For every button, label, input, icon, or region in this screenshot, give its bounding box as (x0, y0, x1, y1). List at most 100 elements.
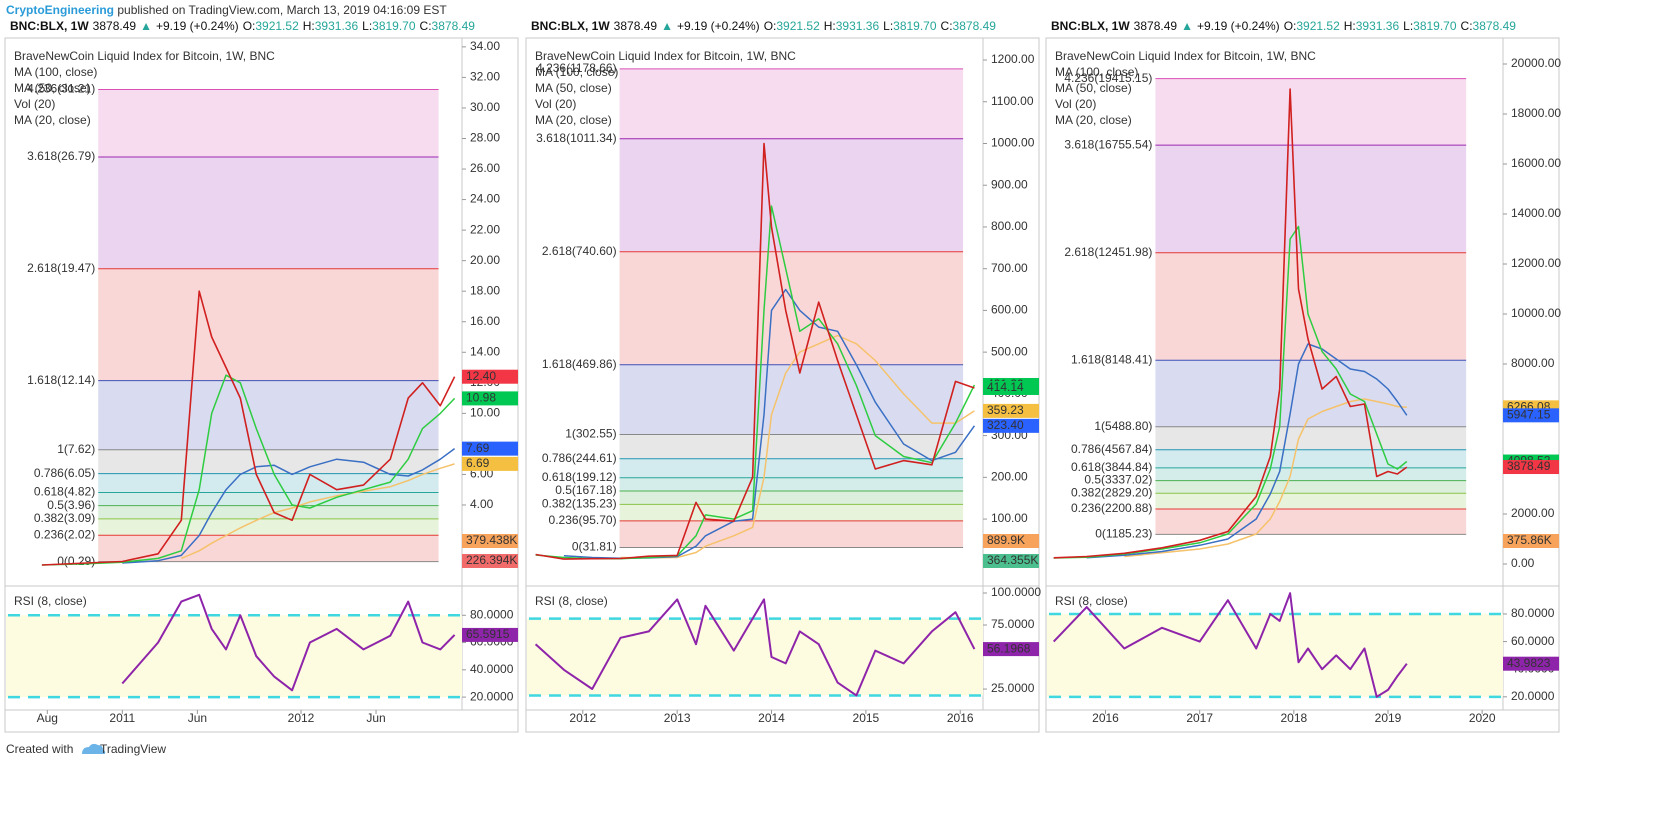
fib-label: 1(7.62) (57, 442, 95, 456)
fib-label: 0.236(2200.88) (1071, 501, 1152, 515)
footer: Created with TradingView (6, 742, 166, 756)
legend-entry: Vol (20) (14, 97, 55, 111)
x-tick-label: 2016 (947, 711, 974, 725)
y-tick-label: 200.00 (991, 470, 1028, 484)
y-tick-label: 600.00 (991, 303, 1028, 317)
y-tick-label: 20000.00 (1511, 56, 1561, 70)
fib-label: 0.236(95.70) (549, 513, 617, 527)
rsi-band (1047, 613, 1503, 697)
y-tick-label: 34.00 (470, 39, 500, 53)
header-ohlc: O: (243, 19, 256, 33)
chart-panel: BNC:BLX, 1W 3878.49 ▲ +9.19 (+0.24%) O:3921.… (4, 19, 519, 733)
x-tick-label: Jun (366, 711, 385, 725)
price-label-box (983, 403, 1039, 418)
x-tick-label: 2020 (1469, 711, 1496, 725)
y-tick-label: 14.00 (470, 344, 500, 358)
ma-line (181, 463, 455, 560)
price-label: 3878.49 (1507, 459, 1551, 473)
y-tick-label: 1000.00 (991, 136, 1035, 150)
price-line (1053, 88, 1408, 559)
fib-label: 3.618(16755.54) (1064, 137, 1152, 151)
header-price: 3878.49 (614, 19, 658, 33)
header-ohlc: C: (420, 19, 432, 33)
header-arrow: ▲ (661, 19, 673, 33)
header-symbol: BNC:BLX, 1W (1051, 19, 1130, 33)
footer-text: Created with (6, 742, 73, 756)
chart-panel: BNC:BLX, 1W 3878.49 ▲ +9.19 (+0.24%) O:3921.… (525, 19, 1041, 733)
fib-label: 3.618(1011.34) (536, 131, 617, 145)
header-change: +9.19 (+0.24%) (677, 19, 760, 33)
fib-band (1155, 252, 1467, 361)
header-ohlc: 3921.52 (776, 19, 820, 33)
footer-brand[interactable]: TradingView (100, 742, 166, 756)
panel-frame (4, 37, 519, 733)
rsi-label: 65.5915 (466, 627, 510, 641)
fib-band (1155, 508, 1467, 535)
rsi-pane (6, 593, 462, 699)
x-tick-label: 2017 (1186, 711, 1213, 725)
price-label-box (462, 456, 518, 471)
y-tick-label: 26.00 (470, 161, 500, 175)
header-ohlc: 3878.49 (953, 19, 997, 33)
header-change: +9.19 (+0.24%) (156, 19, 239, 33)
fib-label: 3.618(26.79) (27, 149, 95, 163)
fib-band (1155, 145, 1467, 253)
fib-label: 2.618(740.60) (542, 244, 617, 258)
rsi-label: 43.9823 (1507, 656, 1551, 670)
legend-entry: MA (100, close) (1055, 65, 1138, 79)
volume-label: 226.394K (466, 553, 517, 567)
header-ohlc: L: (1403, 19, 1413, 33)
fib-band (98, 268, 439, 381)
legend-entry: Vol (20) (1055, 97, 1096, 111)
x-tick-label: 2016 (1092, 711, 1119, 725)
panel-header: BNC:BLX, 1W 3878.49 ▲ +9.19 (+0.24%) O:3921.… (1051, 19, 1516, 33)
panel-frame (1045, 37, 1560, 733)
legend-entry: MA (100, close) (14, 65, 97, 79)
ma-line (1053, 225, 1408, 559)
rsi-tick-label: 60.0000 (1511, 634, 1555, 648)
tradingview-icon (82, 743, 106, 754)
rsi-tick-label: 20.0000 (470, 689, 514, 703)
price-label: 414.14 (987, 380, 1024, 394)
volume-label: 889.9K (987, 533, 1025, 547)
volume-label-box (462, 534, 518, 548)
y-tick-label: 700.00 (991, 261, 1028, 275)
legend-entry: MA (100, close) (535, 65, 618, 79)
y-tick-label: 16000.00 (1511, 156, 1561, 170)
fib-band (1155, 493, 1467, 509)
rsi-tick-label: 80.0000 (470, 607, 514, 621)
series-group (41, 290, 456, 566)
fib-band (619, 364, 964, 435)
volume-label-box (983, 534, 1039, 548)
ma-line (1086, 343, 1408, 559)
legend-entry: BraveNewCoin Liquid Index for Bitcoin, 1… (14, 49, 275, 63)
header-ohlc: 3878.49 (432, 19, 476, 33)
y-tick-label: 28.00 (470, 131, 500, 145)
header-arrow: ▲ (140, 19, 152, 33)
fib-band (1155, 480, 1467, 494)
price-label-box (462, 369, 518, 384)
y-tick-label: 18.00 (470, 283, 500, 297)
rsi-tick-label: 40.0000 (470, 662, 514, 676)
fib-band (98, 505, 439, 519)
x-tick-label: 2014 (758, 711, 785, 725)
fib-label: 1.618(12.14) (27, 373, 95, 387)
y-tick-label: 10000.00 (1511, 306, 1561, 320)
fib-band (98, 518, 439, 536)
fib-label: 0.786(6.05) (34, 466, 95, 480)
author-link[interactable]: CryptoEngineering (6, 3, 114, 17)
header-ohlc: H: (824, 19, 836, 33)
fib-band (619, 434, 964, 459)
rsi-tick-label: 100.0000 (991, 585, 1041, 599)
y-tick-label: 16.00 (470, 314, 500, 328)
fib-label: 0(1185.23) (1095, 527, 1152, 541)
header-ohlc: 3819.70 (893, 19, 937, 33)
header-ohlc: 3931.36 (315, 19, 359, 33)
panel-header: BNC:BLX, 1W 3878.49 ▲ +9.19 (+0.24%) O:3921.… (531, 19, 996, 33)
header-ohlc: C: (941, 19, 953, 33)
chart-panel: BNC:BLX, 1W 3878.49 ▲ +9.19 (+0.24%) O:3921.… (1045, 19, 1561, 733)
header-ohlc: O: (764, 19, 777, 33)
x-tick-label: 2018 (1280, 711, 1307, 725)
fib-label: 0.618(199.12) (542, 470, 617, 484)
rsi-tick-label: 20.0000 (1511, 689, 1555, 703)
